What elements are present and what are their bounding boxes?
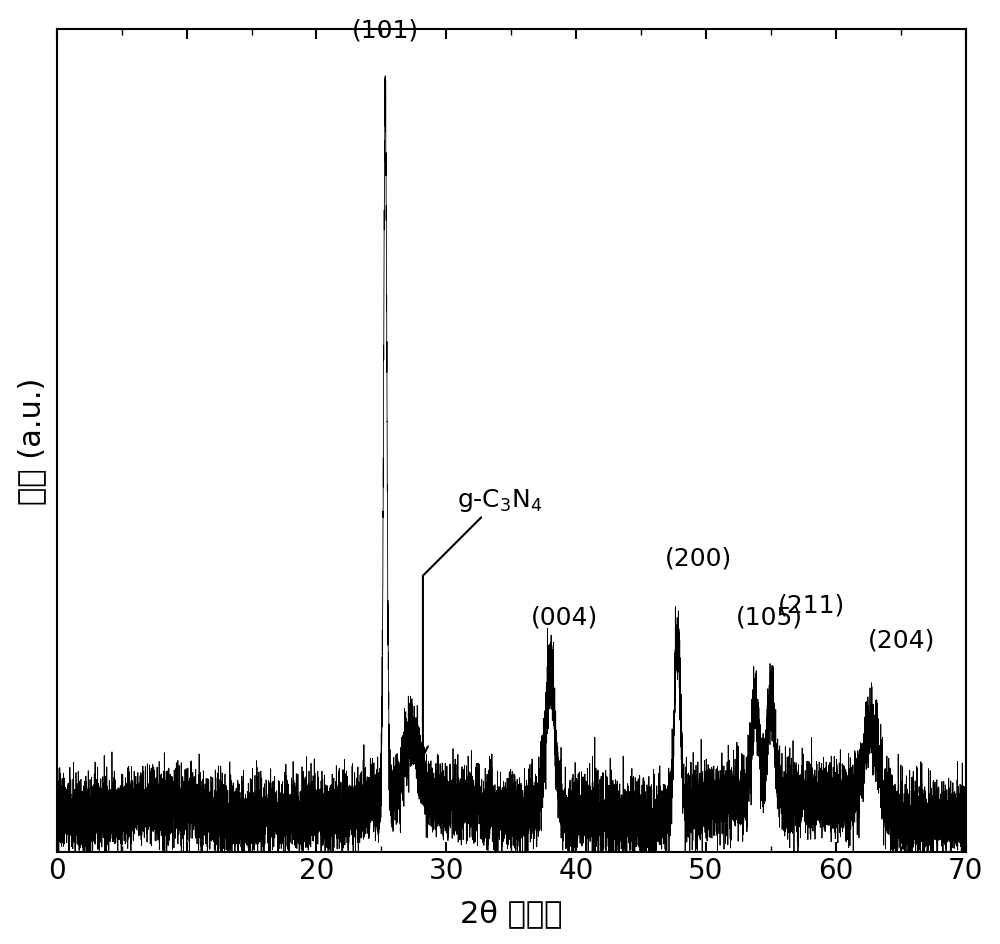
Text: (204): (204) (868, 628, 936, 652)
Text: (211): (211) (777, 593, 845, 617)
Text: g-C$_3$N$_4$: g-C$_3$N$_4$ (418, 486, 542, 756)
Text: (200): (200) (664, 546, 732, 570)
X-axis label: 2θ （度）: 2θ （度） (460, 899, 562, 927)
Y-axis label: 强度 (a.u.): 强度 (a.u.) (17, 378, 46, 505)
Text: (101): (101) (352, 18, 419, 42)
Text: (105): (105) (736, 605, 803, 629)
Text: (004): (004) (531, 605, 598, 629)
